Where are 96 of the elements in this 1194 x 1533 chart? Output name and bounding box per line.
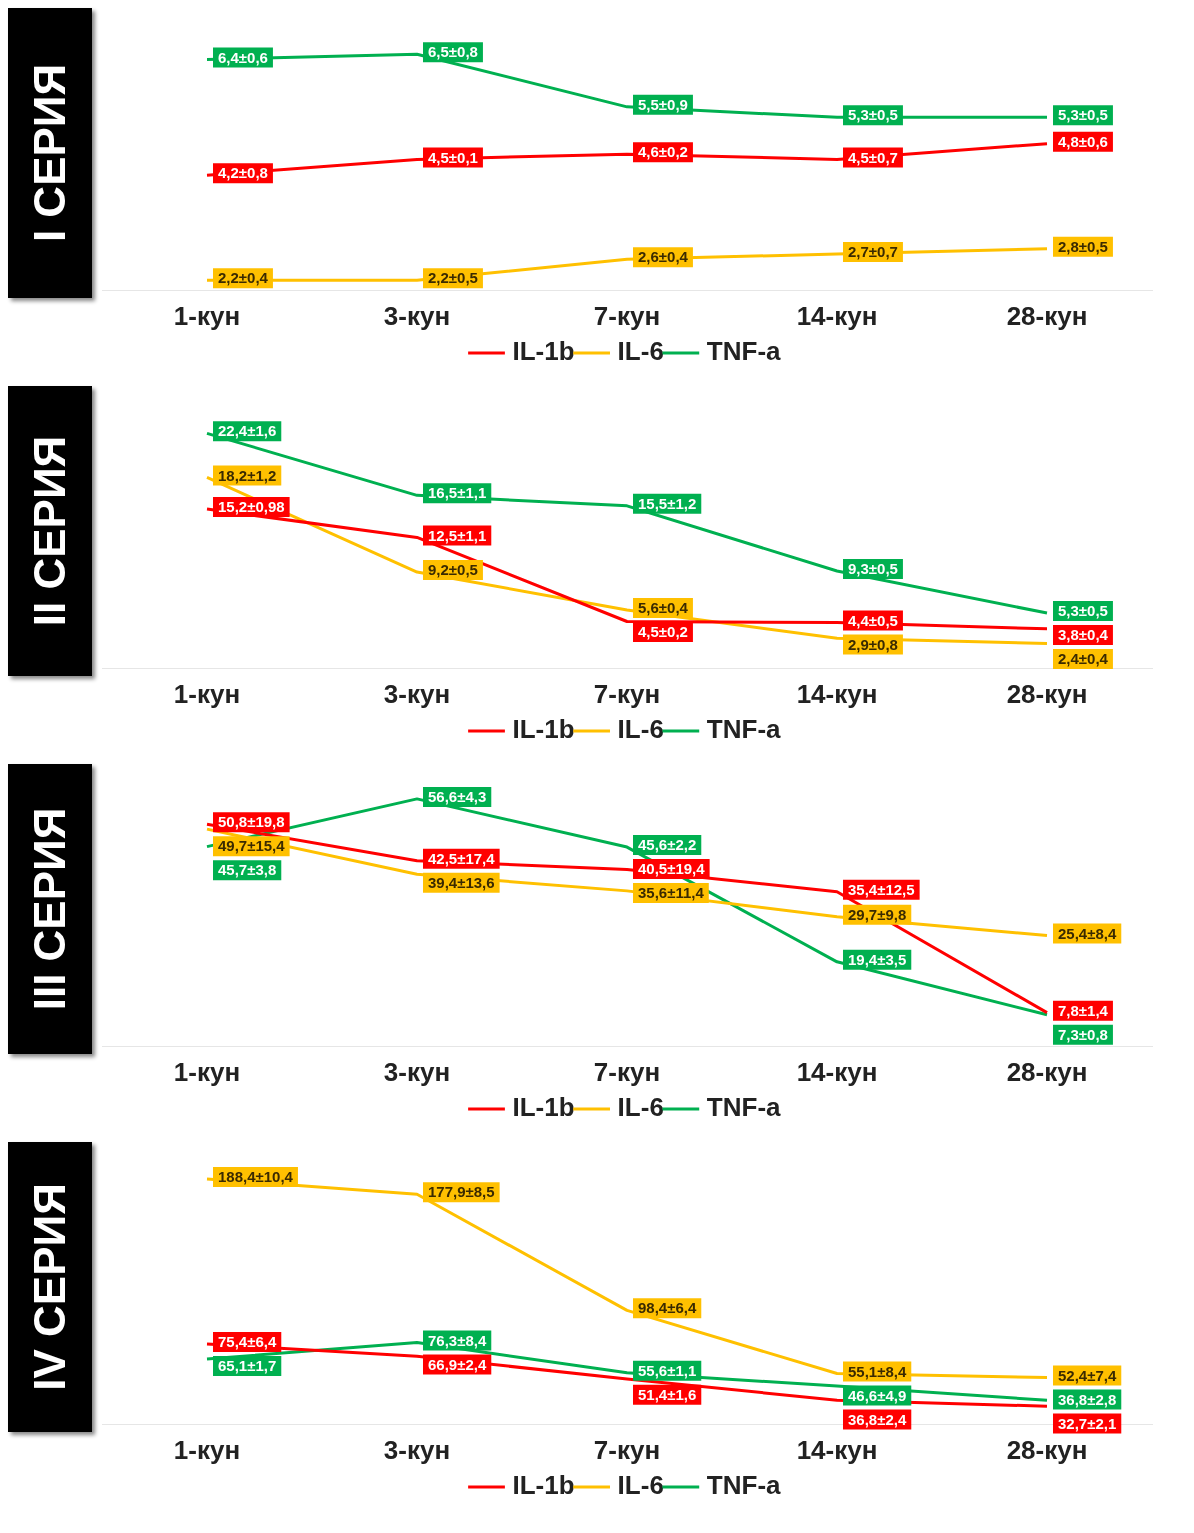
data-label: 4,8±0,6 xyxy=(1058,132,1108,150)
data-label: 2,6±0,4 xyxy=(638,248,689,266)
data-label: 2,7±0,7 xyxy=(848,243,898,261)
legend-label: IL-6 xyxy=(617,1470,664,1501)
data-label: 76,3±8,4 xyxy=(428,1331,487,1349)
data-label: 6,4±0,6 xyxy=(218,48,268,66)
data-label: 2,9±0,8 xyxy=(848,635,898,653)
data-label: 40,5±19,4 xyxy=(638,860,706,878)
data-label: 2,4±0,4 xyxy=(1058,650,1109,668)
data-label: 55,6±1,1 xyxy=(638,1361,697,1379)
data-label: 36,8±2,8 xyxy=(1058,1390,1117,1408)
x-tick-label: 14-кун xyxy=(796,1434,878,1465)
data-label: 35,6±11,4 xyxy=(638,884,705,902)
x-tick-label: 7-кун xyxy=(593,1434,661,1465)
data-label: 4,4±0,5 xyxy=(848,611,898,629)
data-label: 45,6±2,2 xyxy=(638,836,697,854)
data-label: 42,5±17,4 xyxy=(428,849,496,867)
legend-label: TNF-a xyxy=(706,336,782,367)
x-tick-label: 28-кун xyxy=(1006,300,1088,331)
data-label: 15,2±0,98 xyxy=(218,498,285,516)
legend-label: IL-1b xyxy=(512,1092,575,1123)
data-label: 3,8±0,4 xyxy=(1058,626,1109,644)
data-label: 25,4±8,4 xyxy=(1058,924,1117,942)
data-label: 36,8±2,4 xyxy=(848,1410,907,1428)
x-tick-label: 7-кун xyxy=(593,1056,661,1087)
x-tick-label: 3-кун xyxy=(383,1434,451,1465)
x-tick-label: 28-кун xyxy=(1006,1056,1088,1087)
x-tick-label: 3-кун xyxy=(383,1056,451,1087)
x-tick-label: 7-кун xyxy=(593,678,661,709)
data-label: 7,8±1,4 xyxy=(1058,1001,1109,1019)
data-label: 4,5±0,2 xyxy=(638,623,688,641)
x-tick-label: 28-кун xyxy=(1006,1434,1088,1465)
data-label: 5,3±0,5 xyxy=(848,106,898,124)
legend-label: IL-1b xyxy=(512,714,575,745)
x-tick-label: 7-кун xyxy=(593,300,661,331)
data-label: 2,8±0,5 xyxy=(1058,237,1108,255)
data-label: 9,3±0,5 xyxy=(848,560,898,578)
legend-label: IL-6 xyxy=(617,714,664,745)
data-label: 4,2±0,8 xyxy=(218,164,268,182)
data-label: 55,1±8,4 xyxy=(848,1362,907,1380)
data-label: 98,4±6,4 xyxy=(638,1299,697,1317)
x-tick-label: 14-кун xyxy=(796,678,878,709)
data-label: 49,7±15,4 xyxy=(218,837,286,855)
legend-label: IL-1b xyxy=(512,336,575,367)
data-label: 7,3±0,8 xyxy=(1058,1025,1108,1043)
legend-label: TNF-a xyxy=(706,1470,782,1501)
data-label: 4,5±0,1 xyxy=(428,148,478,166)
text: II СЕРИЯ xyxy=(25,435,75,627)
x-tick-label: 1-кун xyxy=(173,1056,241,1087)
data-label: 5,3±0,5 xyxy=(1058,106,1108,124)
data-label: 51,4±1,6 xyxy=(638,1385,697,1403)
data-label: 75,4±6,4 xyxy=(218,1333,277,1351)
data-label: 35,4±12,5 xyxy=(848,880,915,898)
data-label: 18,2±1,2 xyxy=(218,466,277,484)
legend-label: IL-6 xyxy=(617,1092,664,1123)
data-label: 56,6±4,3 xyxy=(428,788,487,806)
data-label: 29,7±9,8 xyxy=(848,905,907,923)
data-label: 39,4±13,6 xyxy=(428,873,495,891)
data-label: 22,4±1,6 xyxy=(218,422,277,440)
data-label: 9,2±0,5 xyxy=(428,561,478,579)
legend-label: IL-6 xyxy=(617,336,664,367)
data-label: 2,2±0,4 xyxy=(218,269,269,287)
data-label: 16,5±1,1 xyxy=(428,484,487,502)
x-tick-label: 28-кун xyxy=(1006,678,1088,709)
legend-label: TNF-a xyxy=(706,1092,782,1123)
data-label: 32,7±2,1 xyxy=(1058,1414,1117,1432)
data-label: 188,4±10,4 xyxy=(218,1168,294,1186)
data-label: 4,5±0,7 xyxy=(848,148,898,166)
data-label: 19,4±3,5 xyxy=(848,950,907,968)
x-tick-label: 14-кун xyxy=(796,300,878,331)
data-label: 50,8±19,8 xyxy=(218,813,285,831)
data-label: 5,5±0,9 xyxy=(638,95,688,113)
data-label: 2,2±0,5 xyxy=(428,269,478,287)
x-tick-label: 3-кун xyxy=(383,678,451,709)
x-tick-label: 1-кун xyxy=(173,678,241,709)
data-label: 45,7±3,8 xyxy=(218,861,277,879)
x-tick-label: 1-кун xyxy=(173,300,241,331)
data-label: 46,6±4,9 xyxy=(848,1386,907,1404)
x-tick-label: 1-кун xyxy=(173,1434,241,1465)
data-label: 6,5±0,8 xyxy=(428,43,478,61)
text: IV СЕРИЯ xyxy=(25,1183,75,1391)
legend-label: IL-1b xyxy=(512,1470,575,1501)
data-label: 66,9±2,4 xyxy=(428,1355,487,1373)
x-tick-label: 3-кун xyxy=(383,300,451,331)
text: III СЕРИЯ xyxy=(25,807,75,1011)
data-label: 177,9±8,5 xyxy=(428,1183,495,1201)
data-label: 5,6±0,4 xyxy=(638,599,689,617)
data-label: 65,1±1,7 xyxy=(218,1357,277,1375)
data-label: 15,5±1,2 xyxy=(638,495,697,512)
x-tick-label: 14-кун xyxy=(796,1056,878,1087)
data-label: 52,4±7,4 xyxy=(1058,1366,1117,1384)
data-label: 4,6±0,2 xyxy=(638,143,688,161)
data-label: 12,5±1,1 xyxy=(428,526,487,544)
data-label: 5,3±0,5 xyxy=(1058,602,1108,620)
text: I СЕРИЯ xyxy=(25,63,75,243)
legend-label: TNF-a xyxy=(706,714,782,745)
